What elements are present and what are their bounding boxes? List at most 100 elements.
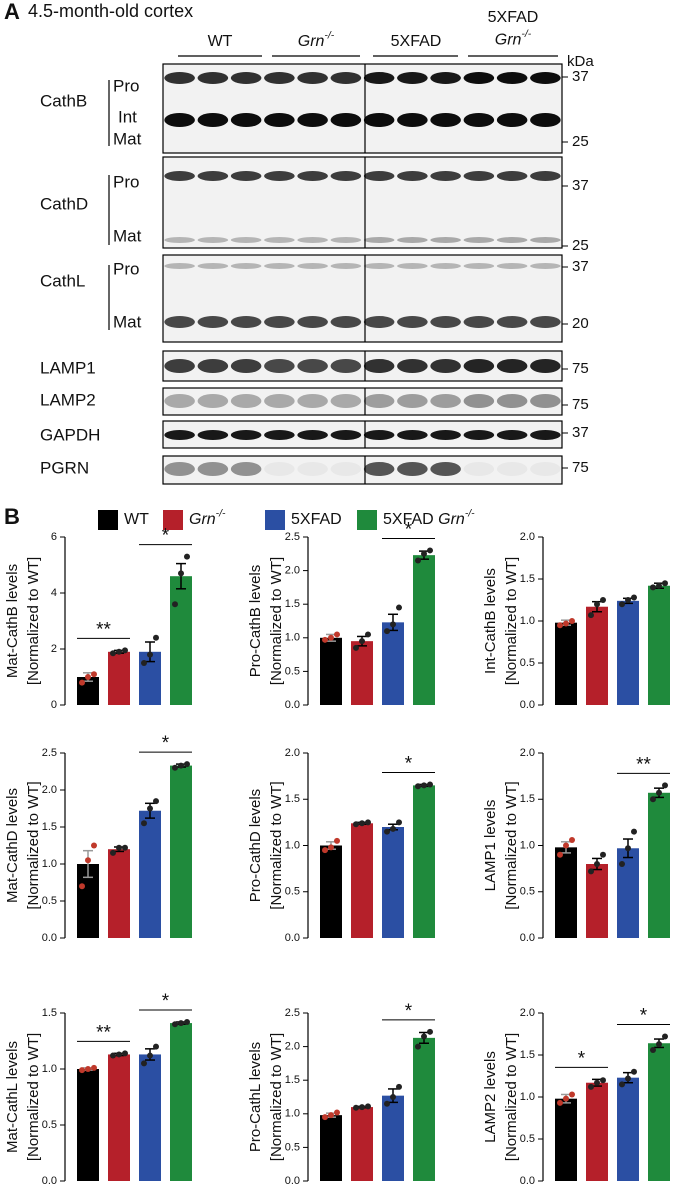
marker-label: 25 <box>572 133 589 150</box>
band <box>330 462 362 476</box>
band <box>430 171 461 181</box>
y-tick-label: 0.0 <box>285 932 300 944</box>
panel-label: A <box>4 0 20 24</box>
band <box>264 171 295 181</box>
band <box>164 171 195 181</box>
data-point <box>334 631 340 638</box>
data-point <box>147 1052 153 1059</box>
y-axis-label: Mat-CathL levels <box>4 1041 21 1153</box>
band <box>463 237 495 243</box>
y-tick-label: 0.0 <box>285 699 300 711</box>
band <box>164 263 195 269</box>
marker-label: 75 <box>572 360 589 377</box>
y-tick-label: 1.5 <box>285 793 300 805</box>
panel-label: B <box>4 504 20 529</box>
y-tick-label: 1.5 <box>520 1049 535 1061</box>
data-point <box>172 764 178 771</box>
data-point <box>384 828 390 835</box>
data-point <box>396 1083 402 1090</box>
band <box>463 316 495 328</box>
data-point <box>153 634 159 641</box>
band <box>164 316 195 328</box>
y-axis-label: [Normalized to WT] <box>503 1033 520 1161</box>
bar <box>555 622 577 705</box>
band <box>297 171 328 181</box>
form-label: Mat <box>113 129 142 148</box>
protein-label: CathB <box>40 91 87 110</box>
blot <box>162 63 563 154</box>
band <box>463 430 495 440</box>
y-tick-label: 6 <box>51 531 57 543</box>
label: 5XFAD Grn-/- <box>383 508 475 528</box>
data-point <box>600 851 606 858</box>
bar <box>108 1054 130 1181</box>
marker-label: 75 <box>572 459 589 476</box>
band <box>363 394 395 408</box>
band <box>397 462 428 476</box>
band <box>530 263 561 269</box>
y-tick-label: 2.5 <box>42 747 57 759</box>
y-tick-label: 1.5 <box>285 1074 300 1086</box>
band <box>463 462 495 476</box>
bar <box>648 585 670 705</box>
y-tick-label: 0.5 <box>285 886 300 898</box>
band <box>430 316 461 328</box>
bar <box>320 637 342 705</box>
band <box>164 430 195 440</box>
band <box>330 113 362 127</box>
legend-swatch <box>98 510 118 530</box>
data-point <box>650 1046 656 1053</box>
blot <box>162 350 563 382</box>
bar <box>351 641 373 705</box>
data-point <box>322 1114 328 1121</box>
data-point <box>421 782 427 789</box>
band <box>463 113 495 127</box>
bar <box>586 1082 608 1181</box>
band <box>330 237 362 243</box>
y-tick-label: 0.5 <box>285 665 300 677</box>
bar <box>351 823 373 938</box>
data-point <box>563 842 569 849</box>
bar <box>170 765 192 938</box>
data-point <box>619 1081 625 1088</box>
data-point <box>322 847 328 854</box>
significance-label: * <box>162 526 170 547</box>
data-point <box>619 601 625 608</box>
data-point <box>427 1028 433 1035</box>
data-point <box>359 820 365 827</box>
data-point <box>415 557 421 564</box>
band <box>164 237 195 243</box>
data-point <box>569 618 575 624</box>
y-tick-label: 2.0 <box>520 747 535 759</box>
data-point <box>359 1104 365 1111</box>
band <box>463 359 495 373</box>
band <box>397 430 428 440</box>
marker-label: 37 <box>572 424 589 441</box>
data-point <box>365 631 371 638</box>
data-point <box>631 594 637 601</box>
protein-label: GAPDH <box>40 425 100 444</box>
band <box>363 359 395 373</box>
form-label: Int <box>118 107 137 126</box>
data-point <box>384 628 390 635</box>
band <box>264 430 295 440</box>
label-sup: -/- <box>324 30 334 41</box>
data-point <box>91 1064 97 1071</box>
data-point <box>141 660 147 666</box>
significance-label: ** <box>636 754 651 775</box>
y-tick-label: 2.0 <box>520 1007 535 1019</box>
data-point <box>353 1104 359 1111</box>
band <box>363 263 395 269</box>
data-point <box>619 861 625 867</box>
band <box>530 394 561 408</box>
band <box>496 462 528 476</box>
protein-label: CathD <box>40 194 88 213</box>
band <box>297 316 328 328</box>
y-tick-label: 1.5 <box>520 573 535 585</box>
data-point <box>427 781 433 788</box>
band <box>197 316 229 328</box>
label-text: WT <box>124 511 149 528</box>
band <box>430 359 461 373</box>
band <box>330 430 362 440</box>
band <box>230 394 262 408</box>
